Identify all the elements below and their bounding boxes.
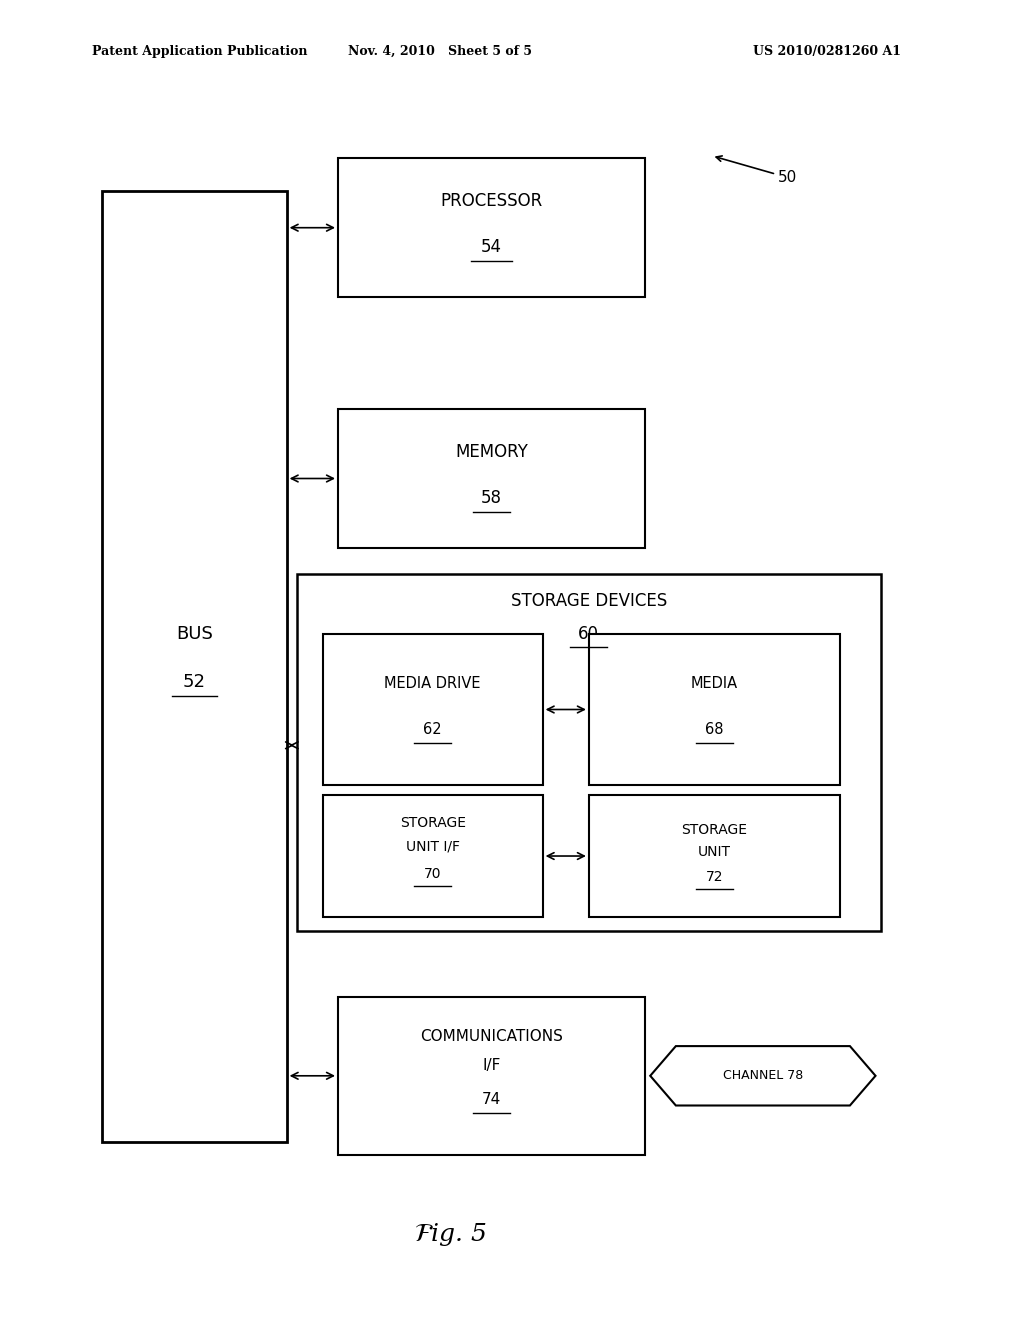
Text: MEMORY: MEMORY xyxy=(455,444,528,461)
Text: 68: 68 xyxy=(705,722,724,737)
Text: 54: 54 xyxy=(481,239,502,256)
Text: 60: 60 xyxy=(579,624,599,643)
Text: MEDIA DRIVE: MEDIA DRIVE xyxy=(384,676,481,690)
Text: Nov. 4, 2010   Sheet 5 of 5: Nov. 4, 2010 Sheet 5 of 5 xyxy=(348,45,532,58)
Text: STORAGE: STORAGE xyxy=(681,822,748,837)
Text: UNIT: UNIT xyxy=(697,845,731,859)
Text: 62: 62 xyxy=(423,722,442,737)
Text: MEDIA: MEDIA xyxy=(690,676,738,690)
FancyBboxPatch shape xyxy=(338,158,645,297)
FancyBboxPatch shape xyxy=(338,409,645,548)
Text: PROCESSOR: PROCESSOR xyxy=(440,193,543,210)
Text: STORAGE: STORAGE xyxy=(399,816,466,830)
Text: UNIT I/F: UNIT I/F xyxy=(406,840,460,854)
FancyBboxPatch shape xyxy=(102,191,287,1142)
FancyBboxPatch shape xyxy=(297,574,881,931)
Polygon shape xyxy=(650,1045,876,1106)
Text: 72: 72 xyxy=(706,870,723,884)
Text: I/F: I/F xyxy=(482,1057,501,1073)
Text: US 2010/0281260 A1: US 2010/0281260 A1 xyxy=(753,45,901,58)
Text: 70: 70 xyxy=(424,867,441,882)
FancyBboxPatch shape xyxy=(323,795,543,917)
Text: 58: 58 xyxy=(481,490,502,507)
Text: 50: 50 xyxy=(778,170,798,185)
Text: BUS: BUS xyxy=(176,624,213,643)
FancyBboxPatch shape xyxy=(338,997,645,1155)
FancyBboxPatch shape xyxy=(589,795,840,917)
FancyBboxPatch shape xyxy=(323,634,543,785)
Text: CHANNEL 78: CHANNEL 78 xyxy=(723,1069,803,1082)
FancyBboxPatch shape xyxy=(589,634,840,785)
Text: 52: 52 xyxy=(183,673,206,692)
Text: Patent Application Publication: Patent Application Publication xyxy=(92,45,307,58)
Text: 74: 74 xyxy=(482,1092,501,1107)
Text: STORAGE DEVICES: STORAGE DEVICES xyxy=(511,591,667,610)
Text: COMMUNICATIONS: COMMUNICATIONS xyxy=(420,1028,563,1044)
Text: $\mathcal{F}$ig. 5: $\mathcal{F}$ig. 5 xyxy=(415,1221,486,1247)
